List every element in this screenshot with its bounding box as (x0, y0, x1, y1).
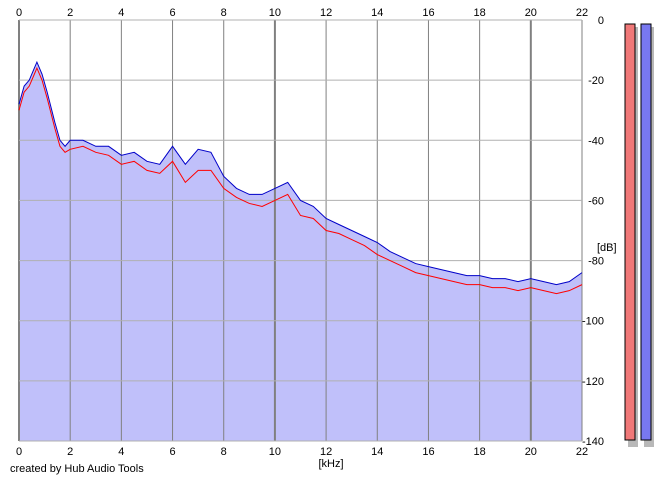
series-1-line (18, 60, 583, 286)
y-tick-label: -60 (588, 195, 604, 207)
x-tick-label-bottom: 2 (67, 446, 73, 458)
x-tick-label-top: 12 (320, 7, 332, 19)
x-tick-label-top: 4 (118, 7, 124, 19)
y-axis-label: [dB] (597, 242, 617, 254)
x-tick-label-top: 20 (525, 7, 537, 19)
x-tick-label-top: 10 (269, 7, 281, 19)
x-tick-label-top: 0 (16, 7, 22, 19)
x-tick-label-top: 6 (169, 7, 175, 19)
x-axis-label: [kHz] (318, 458, 343, 470)
level-meter-1 (624, 23, 636, 441)
x-tick-label-bottom: 12 (320, 446, 332, 458)
x-tick-label-bottom: 4 (118, 446, 124, 458)
y-tick-label: -140 (582, 436, 604, 448)
x-tick-label-top: 14 (371, 7, 383, 19)
x-tick-label-bottom: 20 (525, 446, 537, 458)
spectrum-fill (19, 62, 582, 441)
y-tick-label: 0 (598, 15, 604, 27)
y-tick-label: -100 (582, 316, 604, 328)
y-tick-label: -20 (588, 75, 604, 87)
x-tick-label-bottom: 16 (422, 446, 434, 458)
x-tick-label-top: 22 (576, 7, 588, 19)
x-tick-label-top: 16 (422, 7, 434, 19)
x-tick-label-bottom: 6 (169, 446, 175, 458)
x-tick-label-bottom: 0 (16, 446, 22, 458)
x-tick-label-bottom: 10 (269, 446, 281, 458)
x-tick-label-top: 2 (67, 7, 73, 19)
credit-text: created by Hub Audio Tools (10, 463, 144, 475)
x-tick-label-bottom: 8 (221, 446, 227, 458)
y-tick-label: -80 (588, 256, 604, 268)
y-tick-label: -40 (588, 135, 604, 147)
x-tick-label-bottom: 14 (371, 446, 383, 458)
y-tick-label: -120 (582, 376, 604, 388)
x-tick-label-bottom: 22 (576, 446, 588, 458)
x-tick-label-top: 8 (221, 7, 227, 19)
level-meter-2 (640, 23, 652, 441)
series-0-line (18, 66, 583, 295)
x-tick-label-top: 18 (474, 7, 486, 19)
x-tick-label-bottom: 18 (474, 446, 486, 458)
